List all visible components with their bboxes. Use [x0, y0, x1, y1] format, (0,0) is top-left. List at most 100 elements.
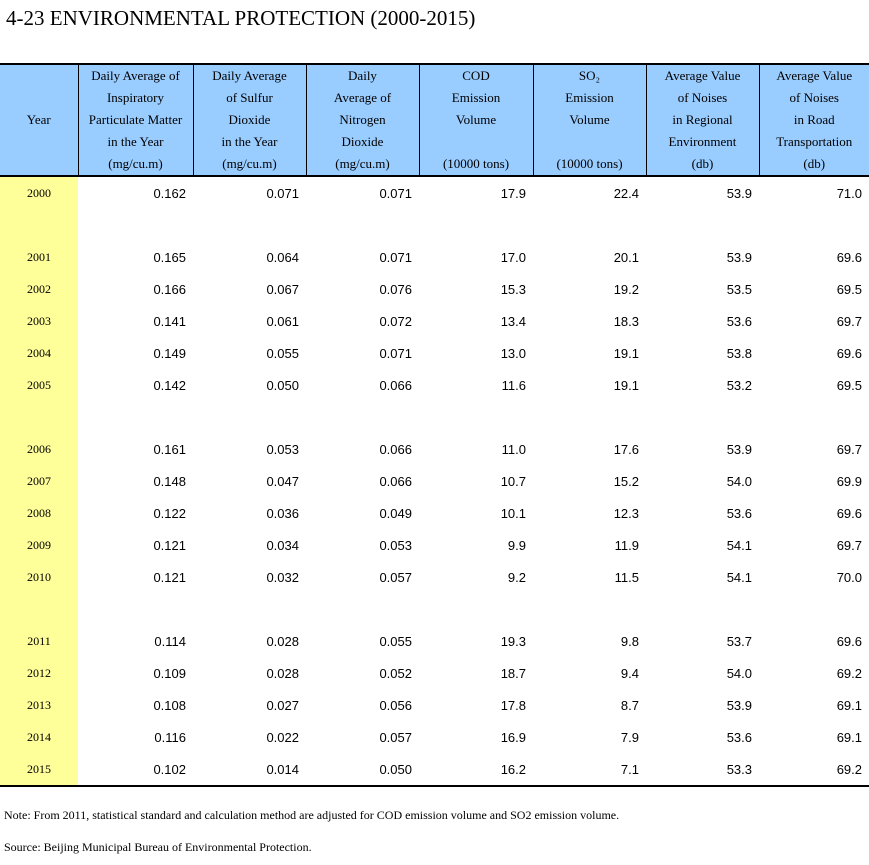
- value-cell: 0.053: [379, 537, 412, 553]
- value-cell: 69.7: [836, 441, 862, 457]
- header-year: Year: [0, 63, 78, 177]
- value-cell: 0.022: [266, 729, 299, 745]
- header-unit: (db): [691, 156, 714, 171]
- value-cell: 53.9: [726, 249, 752, 265]
- value-cell: 10.1: [500, 505, 526, 521]
- value-cell: 0.165: [153, 249, 186, 265]
- spacer-cell: [78, 401, 869, 433]
- year-cell: [0, 209, 78, 241]
- value-cell: 0.067: [266, 281, 299, 297]
- value-cell: 17.6: [613, 441, 639, 457]
- spacer-row: [0, 401, 869, 433]
- header-line: in Regional: [672, 112, 733, 127]
- table-row: 2003 0.141 0.061 0.072 13.4 18.3 53.6 69.7: [0, 305, 869, 337]
- table-row: 2010 0.121 0.032 0.057 9.2 11.5 54.1 70.0: [0, 561, 869, 593]
- value-cell: 0.116: [154, 729, 186, 745]
- value-cell: 7.1: [533, 753, 646, 787]
- value-cell: 0.071: [379, 249, 412, 265]
- year-cell: 2001: [0, 241, 78, 273]
- value-cell: 70.0: [836, 569, 862, 585]
- header-line: Year: [26, 112, 51, 127]
- value-cell: 69.1: [836, 697, 862, 713]
- value-cell: 69.7: [836, 313, 862, 329]
- value-cell: 9.2: [507, 569, 526, 585]
- value-cell: 0.014: [193, 753, 306, 787]
- value-cell: 0.066: [379, 377, 412, 393]
- value-cell: 0.047: [266, 473, 299, 489]
- value-cell: 0.071: [379, 345, 412, 361]
- table-row: 2007 0.148 0.047 0.066 10.7 15.2 54.0 69.9: [0, 465, 869, 497]
- header-line: Volume: [569, 112, 610, 127]
- value-cell: 20.1: [613, 249, 639, 265]
- year-cell: 2000: [0, 176, 78, 209]
- year-cell: 2008: [0, 497, 78, 529]
- header-line: Environment: [668, 134, 737, 149]
- value-cell: 0.076: [379, 281, 412, 297]
- spacer-cell: [78, 593, 869, 625]
- year-cell: 2010: [0, 561, 78, 593]
- value-cell: 0.162: [153, 185, 186, 201]
- column-header: Average Value of Noises in Regional Environ…: [645, 63, 759, 177]
- header-line: COD: [462, 68, 490, 83]
- value-cell: 0.149: [153, 345, 186, 361]
- column-header: COD Emission Volume (10000 tons): [418, 63, 533, 177]
- header-line: of Noises: [677, 90, 728, 105]
- header-unit: (mg/cu.m): [222, 156, 277, 171]
- value-cell: 19.2: [613, 281, 639, 297]
- source-note: Source: Beijing Municipal Bureau of Envi…: [4, 840, 312, 854]
- value-cell: 18.3: [613, 313, 639, 329]
- header-unit: (mg/cu.m): [335, 156, 390, 171]
- value-cell: 53.5: [726, 281, 752, 297]
- value-cell: 53.6: [726, 505, 752, 521]
- value-cell: 7.9: [620, 729, 639, 745]
- header-line: Dioxide: [228, 112, 271, 127]
- value-cell: 11.6: [501, 377, 526, 393]
- value-cell: 53.8: [726, 345, 752, 361]
- header-line: Inspiratory: [106, 90, 165, 105]
- table-row: 2008 0.122 0.036 0.049 10.1 12.3 53.6 69.6: [0, 497, 869, 529]
- table-row: 2015 0.102 0.014 0.050 16.2 7.1 53.3 69.2: [0, 753, 869, 787]
- value-cell: 53.9: [726, 441, 752, 457]
- value-cell: 0.036: [266, 505, 299, 521]
- value-cell: 11.5: [614, 569, 639, 585]
- value-cell: 53.9: [726, 697, 752, 713]
- value-cell: 11.0: [501, 441, 526, 457]
- column-header: Daily Average of Sulfur Dioxide in the Year…: [192, 63, 306, 177]
- value-cell: 54.1: [726, 537, 752, 553]
- value-cell: 0.050: [306, 753, 419, 787]
- value-cell: 9.4: [620, 665, 639, 681]
- header-line: Average Value: [664, 68, 741, 83]
- value-cell: 69.6: [836, 505, 862, 521]
- value-cell: 69.6: [836, 633, 862, 649]
- header-unit: (10000 tons): [442, 156, 510, 171]
- value-cell: 0.055: [266, 345, 299, 361]
- value-cell: 0.148: [153, 473, 186, 489]
- value-cell: 54.0: [726, 665, 752, 681]
- value-cell: 0.028: [266, 665, 299, 681]
- value-cell: 69.7: [836, 537, 862, 553]
- value-cell: 16.2: [419, 753, 533, 787]
- column-header: SO₂ Emission Volume (10000 tons): [532, 63, 646, 177]
- value-cell: 0.122: [153, 505, 186, 521]
- value-cell: 10.7: [500, 473, 526, 489]
- value-cell: 53.6: [726, 729, 752, 745]
- header-line: in the Year: [107, 134, 164, 149]
- value-cell: 22.4: [613, 185, 639, 201]
- header-line: in the Year: [221, 134, 278, 149]
- value-cell: 69.9: [836, 473, 862, 489]
- value-cell: 0.066: [379, 441, 412, 457]
- table-row: 2001 0.165 0.064 0.071 17.0 20.1 53.9 69.6: [0, 241, 869, 273]
- value-cell: 53.9: [726, 185, 752, 201]
- value-cell: 69.6: [836, 345, 862, 361]
- year-cell: 2003: [0, 305, 78, 337]
- value-cell: 0.056: [379, 697, 412, 713]
- value-cell: 0.102: [78, 753, 193, 787]
- year-cell: 2006: [0, 433, 78, 465]
- table-row: 2012 0.109 0.028 0.052 18.7 9.4 54.0 69.2: [0, 657, 869, 689]
- value-cell: 69.5: [836, 377, 862, 393]
- value-cell: 17.0: [500, 249, 526, 265]
- value-cell: 0.034: [266, 537, 299, 553]
- value-cell: 8.7: [620, 697, 639, 713]
- footnote: Note: From 2011, statistical standard an…: [4, 808, 620, 822]
- value-cell: 54.1: [726, 569, 752, 585]
